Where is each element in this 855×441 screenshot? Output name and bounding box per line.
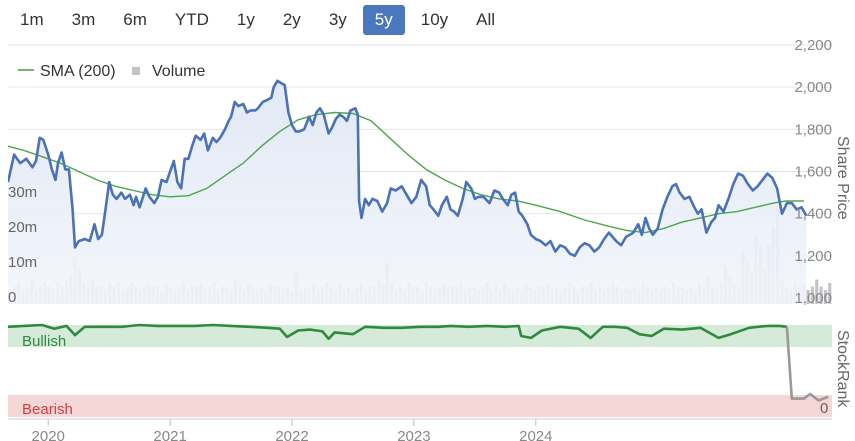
range-button-ytd[interactable]: YTD: [174, 10, 209, 29]
volume-bar: [810, 286, 814, 304]
price-area: [8, 80, 807, 304]
price-tick-label: 1,200: [794, 248, 832, 265]
x-axis-label: 2024: [519, 428, 552, 441]
range-button-2y[interactable]: 2y: [282, 10, 301, 29]
bearish-zone: [8, 395, 832, 417]
bullish-label: Bullish: [22, 333, 66, 350]
range-button-1m[interactable]: 1m: [20, 10, 44, 29]
price-tick-label: 2,000: [794, 79, 832, 96]
legend: SMA (200) Volume: [18, 63, 205, 80]
legend-volume-label: Volume: [152, 63, 205, 80]
volume-tick-label: 10m: [8, 254, 37, 271]
price-axis-title: Share Price: [834, 136, 851, 220]
range-button-5y[interactable]: 5y: [362, 5, 405, 35]
volume-tick-label: 30m: [8, 184, 37, 201]
bullish-zone: [8, 325, 832, 347]
sma-line: [8, 111, 804, 234]
range-button-all[interactable]: All: [476, 10, 496, 29]
volume-tick-label: 20m: [8, 219, 37, 236]
price-tick-label: 1,800: [794, 121, 832, 138]
price-tick-label: 1,000: [794, 290, 832, 307]
x-axis-label: 2022: [275, 428, 308, 441]
legend-sma-label: SMA (200): [40, 63, 116, 80]
x-axis-label: 2021: [153, 428, 186, 441]
volume-bar: [806, 290, 810, 304]
volume-bar: [828, 283, 832, 304]
volume-bar: [823, 290, 827, 304]
x-axis-label: 2023: [397, 428, 430, 441]
volume-bar: [819, 286, 823, 304]
volume-bar: [815, 279, 819, 304]
range-button-3m[interactable]: 3m: [71, 10, 96, 29]
range-selector: 1m 3m 6m YTD 1y 2y 3y 5y 10y All: [8, 4, 511, 36]
price-tick-label: 1,400: [794, 206, 832, 223]
stockrank-zero-tick: 0: [820, 400, 828, 417]
price-tick-label: 2,200: [794, 37, 832, 54]
stockrank-recent-line: [785, 326, 829, 402]
range-button-1y[interactable]: 1y: [236, 10, 255, 29]
stockrank-axis-title: StockRank: [834, 330, 851, 408]
price-line: [8, 79, 808, 258]
legend-volume-swatch: [132, 67, 140, 75]
stockrank-line: [7, 323, 788, 341]
volume-tick-label: 0: [8, 289, 16, 306]
bearish-label: Bearish: [22, 401, 73, 418]
range-button-10y[interactable]: 10y: [420, 10, 449, 29]
range-button-6m[interactable]: 6m: [123, 10, 147, 29]
range-button-3y[interactable]: 3y: [328, 10, 347, 29]
price-tick-label: 1,600: [794, 164, 832, 181]
x-axis-label: 2020: [32, 428, 65, 441]
